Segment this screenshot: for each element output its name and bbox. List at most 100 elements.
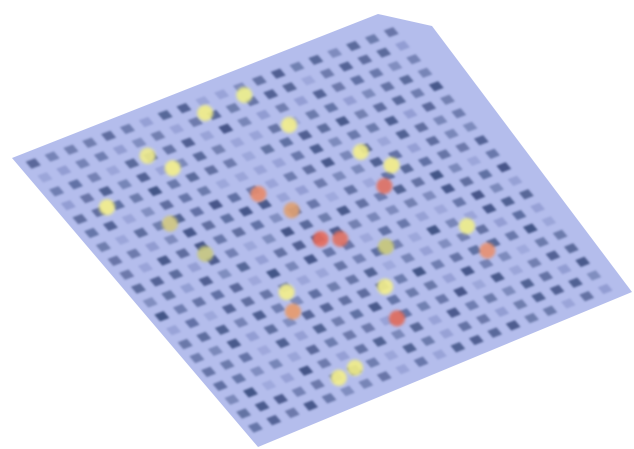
grid-cell: [298, 219, 314, 230]
grid-cell: [518, 189, 534, 200]
grid-cell: [219, 359, 235, 370]
grid-cell: [445, 307, 461, 318]
grid-cell: [237, 116, 253, 127]
grid-cell: [440, 183, 456, 194]
grid-cell: [142, 297, 158, 308]
grid-cell: [231, 226, 247, 238]
grid-cell: [214, 324, 230, 335]
grid-cell: [131, 137, 147, 148]
grid-cell: [437, 238, 453, 249]
grid-cell: [441, 272, 457, 284]
grid-cell: [403, 197, 419, 209]
grid-cell: [474, 224, 490, 235]
grid-cell: [300, 309, 316, 321]
grid-cell: [335, 350, 351, 362]
grid-cell: [383, 350, 399, 361]
grid-cell: [372, 102, 388, 113]
grid-cell: [168, 269, 184, 280]
grid-cell: [425, 135, 441, 147]
grid-cell: [137, 262, 154, 273]
grid-cell: [376, 47, 392, 58]
grid-cell: [284, 407, 300, 419]
grid-cell: [128, 192, 144, 204]
grid-cell: [545, 250, 561, 261]
grid-cell: [361, 88, 377, 99]
grid-cell: [207, 345, 223, 357]
grid-cell: [346, 129, 362, 140]
grid-cell: [323, 337, 339, 348]
grid-cell: [271, 157, 287, 169]
grid-cell: [400, 252, 416, 264]
grid-cell: [161, 290, 177, 301]
grid-cell: [447, 162, 463, 174]
grid-cell: [256, 344, 272, 356]
grid-cell: [434, 293, 450, 305]
grid-cell: [428, 81, 444, 92]
grid-cell: [25, 158, 41, 169]
grid-cell: [372, 336, 388, 347]
grid-cell: [464, 300, 480, 311]
grid-cell: [196, 185, 212, 197]
grid-cell: [172, 303, 188, 315]
grid-cell: [579, 290, 595, 302]
spot: [459, 218, 475, 235]
grid-cell: [256, 199, 273, 210]
grid-cell: [112, 144, 128, 155]
grid-cell: [121, 213, 137, 225]
grid-cell: [402, 108, 418, 119]
grid-cell: [423, 280, 439, 291]
grid-cell: [149, 276, 165, 287]
grid-cell: [98, 186, 114, 197]
grid-cell: [308, 54, 324, 65]
grid-cell: [126, 248, 142, 259]
spot: [164, 160, 181, 177]
grid-cell: [293, 95, 309, 107]
grid-cell: [430, 259, 446, 270]
spot: [278, 284, 295, 301]
spot: [330, 369, 347, 386]
grid-cell: [291, 240, 307, 251]
grid-cell: [356, 288, 372, 299]
grid-cell: [305, 344, 321, 355]
grid-cell: [303, 400, 319, 411]
grid-cell: [489, 182, 504, 194]
grid-cell: [320, 157, 336, 168]
grid-cell: [451, 108, 467, 119]
grid-cell: [130, 283, 147, 294]
grid-cell: [482, 292, 498, 304]
grid-cell: [379, 81, 395, 92]
grid-cell: [273, 393, 289, 405]
grid-cell: [433, 204, 449, 215]
grid-cell: [354, 198, 370, 209]
grid-cell: [383, 27, 399, 38]
grid-cell: [323, 102, 339, 113]
grid-cell: [369, 156, 385, 168]
grid-cell: [475, 313, 491, 325]
grid-cell: [444, 217, 460, 229]
spot: [139, 147, 156, 164]
grid-cell: [384, 204, 400, 216]
grid-cell: [319, 302, 335, 313]
grid-cell: [339, 150, 355, 161]
grid-cell: [217, 268, 233, 280]
grid-cell: [393, 273, 409, 285]
grid-cell: [345, 40, 362, 52]
grid-cell: [238, 352, 254, 363]
grid-cell: [505, 320, 521, 331]
grid-cell: [177, 192, 193, 204]
grid-cell: [368, 68, 384, 79]
grid-cell: [481, 203, 497, 214]
grid-cell: [305, 198, 321, 210]
grid-cell: [282, 82, 298, 93]
spot: [283, 202, 300, 219]
grid-cell: [307, 288, 323, 300]
grid-cell: [201, 366, 217, 378]
grid-cell: [199, 130, 215, 141]
grid-cell: [229, 137, 245, 148]
grid-cell: [187, 116, 204, 128]
grid-cell: [406, 142, 422, 154]
grid-cell: [265, 268, 281, 279]
grid-cell: [396, 218, 412, 229]
grid-cell: [395, 363, 411, 375]
grid-cell: [365, 122, 381, 133]
